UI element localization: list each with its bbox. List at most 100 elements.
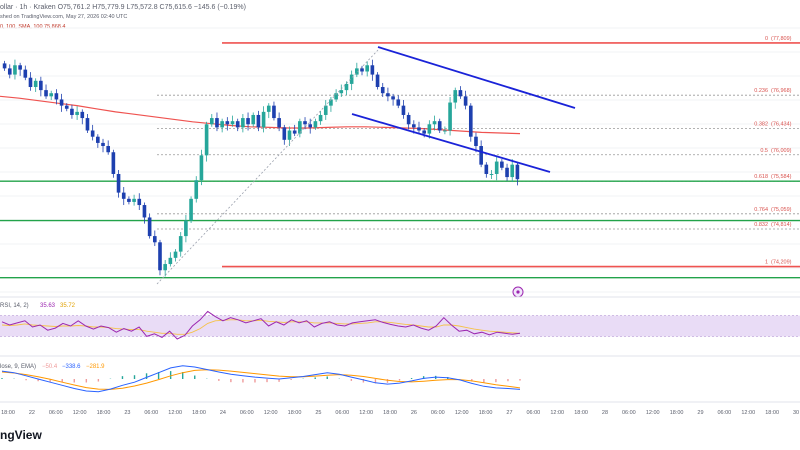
time-tick-label: 25 xyxy=(315,410,321,416)
candle-body xyxy=(18,65,22,70)
price-grid xyxy=(0,27,800,293)
time-tick-label: 06:00 xyxy=(431,410,445,416)
candle-body xyxy=(375,74,380,88)
macd-signal-value: −281.9 xyxy=(86,364,105,370)
candle-body xyxy=(204,124,209,156)
published-line: shed on TradingView.com, May 27, 2026 02… xyxy=(0,14,128,20)
candle-body xyxy=(448,102,452,131)
candle-body xyxy=(121,192,126,199)
candle-body xyxy=(220,121,224,128)
fib-price-label: (76,968) xyxy=(771,88,792,94)
channel-upper-line xyxy=(377,46,576,109)
trend-channel xyxy=(351,46,576,173)
time-tick-label: 18:00 xyxy=(288,410,302,416)
candle-body xyxy=(235,121,240,128)
candle-body xyxy=(349,74,354,84)
candle-body xyxy=(189,198,193,221)
candle-body xyxy=(173,251,178,258)
candle-body xyxy=(168,257,173,265)
candle-body xyxy=(137,198,142,206)
candle-body xyxy=(225,121,230,125)
candle-body xyxy=(256,114,261,128)
candle-body xyxy=(479,146,483,165)
candle-body xyxy=(90,130,95,137)
rsi-line xyxy=(1,310,521,340)
candle-body xyxy=(142,205,147,218)
fib-ratio-label: 0 xyxy=(765,36,768,42)
time-tick-label: 23 xyxy=(124,410,130,416)
candle-body xyxy=(391,96,395,100)
rsi-legend: RSI, 14, 2) xyxy=(0,303,29,309)
candle-body xyxy=(116,173,121,193)
fib-ratio-label: 1 xyxy=(765,260,768,266)
rsi-value: 35.63 xyxy=(40,303,56,309)
candle-body xyxy=(463,96,468,106)
candle-body xyxy=(28,77,33,88)
fib-ratio-label: 0.382 xyxy=(754,121,768,127)
macd-pane: lose, 9, EMA) −50.4 −338.6 −281.9 xyxy=(0,364,521,393)
candle-body xyxy=(380,87,385,94)
time-tick-label: 06:00 xyxy=(144,410,158,416)
candle-body xyxy=(199,155,204,181)
fib-ratio-label: 0.5 xyxy=(760,148,768,154)
candle-body xyxy=(101,142,105,147)
candle-body xyxy=(468,105,473,137)
candle-body xyxy=(344,83,349,91)
fib-ratio-label: 0.236 xyxy=(754,88,768,94)
time-tick-label: 12:00 xyxy=(264,410,278,416)
candle-body xyxy=(386,93,390,97)
candle-body xyxy=(458,90,463,97)
fib-ratio-label: 0.764 xyxy=(754,207,768,213)
candle-body xyxy=(406,114,411,125)
fibonacci-labels: 0 (77,809) 0.236 (76,968) 0.382 (76,434) 0.5 (7… xyxy=(754,36,791,266)
time-tick-label: 12:00 xyxy=(550,410,564,416)
candle-body xyxy=(427,124,432,134)
time-tick-label: 28 xyxy=(602,410,608,416)
time-tick-label: 24 xyxy=(220,410,226,416)
time-tick-label: 18:00 xyxy=(1,410,15,416)
candle-body xyxy=(230,121,235,125)
candles xyxy=(2,59,520,277)
time-tick-label: 12:00 xyxy=(359,410,373,416)
candle-body xyxy=(64,105,69,109)
fib-price-label: (77,809) xyxy=(771,36,792,42)
macd-legend: lose, 9, EMA) xyxy=(0,364,36,370)
candle-body xyxy=(251,114,256,125)
candle-body xyxy=(360,68,364,72)
rsi-pane: RSI, 14, 2) 35.63 35.72 xyxy=(0,303,800,340)
fib-price-label: (76,434) xyxy=(771,121,792,127)
candle-body xyxy=(49,93,54,97)
candle-body xyxy=(365,65,370,72)
candle-body xyxy=(96,136,100,143)
candle-body xyxy=(152,236,157,243)
candle-body xyxy=(355,68,359,75)
fib-price-label: (74,814) xyxy=(771,222,792,228)
candle-body xyxy=(266,105,271,112)
candle-body xyxy=(422,130,426,134)
candle-body xyxy=(246,118,250,125)
time-tick-label: 18:00 xyxy=(670,410,684,416)
candle-body xyxy=(282,127,287,140)
candle-body xyxy=(308,124,313,128)
candle-body xyxy=(287,130,292,140)
candle-body xyxy=(147,217,152,237)
chart-title-line: ollar · 1h · Kraken O75,761.2 H75,779.9 … xyxy=(0,4,246,11)
candle-body xyxy=(298,121,302,134)
candle-body xyxy=(313,121,318,128)
fib-anchor-dotted xyxy=(156,49,379,285)
time-tick-label: 18:00 xyxy=(383,410,397,416)
sma-legend: 0, 100, SMA, 100 75,868.4 xyxy=(0,24,66,30)
candle-body xyxy=(111,152,116,174)
candle-body xyxy=(215,118,219,128)
fib-price-label: (74,209) xyxy=(771,260,792,266)
candle-body xyxy=(272,105,276,119)
candle-body xyxy=(127,198,131,202)
time-tick-label: 06:00 xyxy=(717,410,731,416)
candle-body xyxy=(443,130,447,132)
candle-body xyxy=(489,173,494,175)
macd-hist-value: −50.4 xyxy=(42,364,58,370)
time-tick-label: 18:00 xyxy=(479,410,493,416)
candle-body xyxy=(292,130,297,134)
time-tick-label: 06:00 xyxy=(622,410,636,416)
